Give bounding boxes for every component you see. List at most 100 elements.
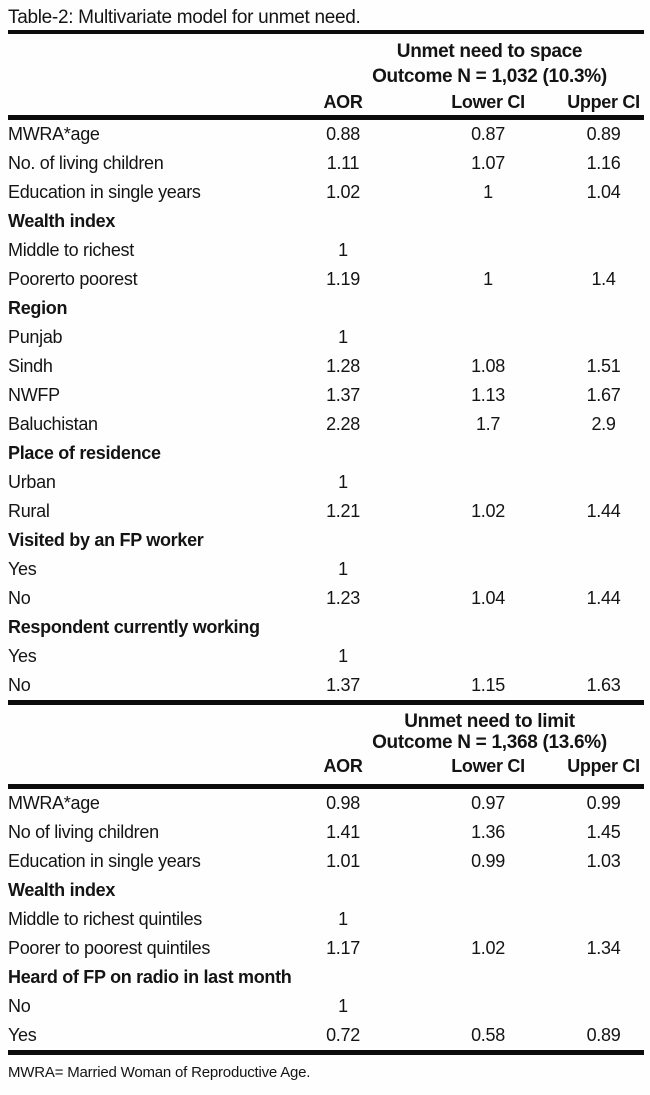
row-label: No — [8, 588, 31, 608]
header-rule — [8, 115, 644, 120]
table-row: Yes 1 — [8, 642, 644, 671]
row-label: Wealth index — [8, 211, 116, 231]
section-2-column-headers: AOR Lower CI Upper CI — [8, 753, 644, 784]
section-divider-rule — [8, 700, 644, 705]
section-2-body: MWRA*age 0.98 0.97 0.99 No of living childre… — [8, 789, 644, 1050]
section-unmet-need-to-space: Unmet need to space Outcome N = 1,032 (1… — [8, 34, 644, 700]
section-2-heading-block: Unmet need to limit — [8, 705, 644, 732]
lower-ci-value — [391, 526, 549, 555]
lower-ci-value — [391, 963, 549, 992]
row-label: No. of living children — [8, 153, 164, 173]
category-header-row: Respondent currently working — [8, 613, 644, 642]
aor-value: 2.28 — [326, 414, 360, 434]
upper-ci-value — [549, 555, 644, 584]
table-row: Baluchistan 2.28 1.7 2.9 — [8, 410, 644, 439]
table-row: Sindh 1.28 1.08 1.51 — [8, 352, 644, 381]
row-label: No — [8, 675, 31, 695]
upper-ci-value — [549, 963, 644, 992]
table-row: MWRA*age 0.88 0.87 0.89 — [8, 120, 644, 149]
aor-value: 0.72 — [326, 1025, 360, 1045]
table-row: Punjab 1 — [8, 323, 644, 352]
upper-ci-value — [549, 294, 644, 323]
lower-ci-value — [391, 992, 549, 1021]
spacer — [8, 711, 295, 732]
lower-ci-value: 0.58 — [471, 1025, 505, 1045]
footnote: MWRA= Married Woman of Reproductive Age. — [8, 1064, 311, 1081]
category-header-row: Place of residence — [8, 439, 644, 468]
lower-ci-value: 1.04 — [471, 588, 505, 608]
lower-ci-value: 0.87 — [471, 124, 505, 144]
table-row: Poorerto poorest 1.19 1 1.4 — [8, 265, 644, 294]
aor-value — [295, 294, 391, 323]
table-row: No 1.37 1.15 1.63 — [8, 671, 644, 700]
aor-value: 1.28 — [326, 356, 360, 376]
upper-ci-value — [549, 207, 644, 236]
lower-ci-value: 1.36 — [471, 822, 505, 842]
lower-ci-value — [391, 613, 549, 642]
section-2-heading: Unmet need to limit — [404, 711, 575, 732]
spacer — [8, 39, 295, 64]
table-row: Middle to richest 1 — [8, 236, 644, 265]
aor-value: 1 — [338, 472, 348, 492]
lower-ci-value — [391, 468, 549, 497]
section-1-body: MWRA*age 0.88 0.87 0.89 No. of living childr… — [8, 120, 644, 700]
upper-ci-value: 1.44 — [586, 588, 621, 608]
aor-value — [295, 439, 391, 468]
upper-ci-value — [549, 323, 644, 352]
table-row: Urban 1 — [8, 468, 644, 497]
column-header-upper-ci: Upper CI — [567, 92, 640, 112]
table-row: Yes 1 — [8, 555, 644, 584]
aor-value — [295, 613, 391, 642]
lower-ci-value — [391, 555, 549, 584]
column-header-lower-ci: Lower CI — [451, 92, 525, 112]
row-label: Yes — [8, 646, 37, 666]
row-label: Poorerto poorest — [8, 269, 138, 289]
category-header-row: Wealth index — [8, 207, 644, 236]
table-row: Education in single years 1.02 1 1.04 — [8, 178, 644, 207]
upper-ci-value — [549, 642, 644, 671]
upper-ci-value: 0.99 — [586, 793, 621, 813]
header-rule — [8, 784, 644, 789]
upper-ci-value: 1.04 — [586, 182, 621, 202]
section-1-subheading-block: Outcome N = 1,032 (10.3%) — [8, 64, 644, 89]
section-2-outcome-n: Outcome N = 1,368 (13.6%) — [372, 732, 607, 753]
table-row: Middle to richest quintiles 1 — [8, 905, 644, 934]
row-label: Respondent currently working — [8, 617, 260, 637]
lower-ci-value — [391, 905, 549, 934]
aor-value: 1.37 — [326, 385, 360, 405]
upper-ci-value — [549, 992, 644, 1021]
section-unmet-need-to-limit: Unmet need to limit Outcome N = 1,368 (1… — [8, 705, 644, 1050]
aor-value — [295, 876, 391, 905]
category-header-row: Heard of FP on radio in last month — [8, 963, 644, 992]
lower-ci-value — [391, 876, 549, 905]
aor-value: 1.01 — [326, 851, 360, 871]
category-header-row: Visited by an FP worker — [8, 526, 644, 555]
aor-value: 1.17 — [326, 938, 360, 958]
lower-ci-value: 1.02 — [471, 938, 505, 958]
aor-value — [295, 963, 391, 992]
upper-ci-value: 1.63 — [586, 675, 621, 695]
lower-ci-value: 1 — [483, 269, 493, 289]
table-title: Table-2: Multivariate model for unmet ne… — [8, 7, 361, 28]
section-1-column-headers: AOR Lower CI Upper CI — [8, 89, 644, 115]
table-row: No 1.23 1.04 1.44 — [8, 584, 644, 613]
lower-ci-value: 1.13 — [471, 385, 505, 405]
row-label: Sindh — [8, 356, 53, 376]
aor-value: 1.37 — [326, 675, 360, 695]
spacer — [8, 732, 295, 753]
lower-ci-value: 1 — [483, 182, 493, 202]
upper-ci-value: 2.9 — [591, 414, 616, 434]
row-label: Punjab — [8, 327, 63, 347]
upper-ci-value: 1.03 — [586, 851, 621, 871]
lower-ci-value: 0.99 — [471, 851, 505, 871]
lower-ci-value — [391, 236, 549, 265]
table-row: No of living children 1.41 1.36 1.45 — [8, 818, 644, 847]
table-row: Yes 0.72 0.58 0.89 — [8, 1021, 644, 1050]
upper-ci-value — [549, 236, 644, 265]
section-1-heading-block: Unmet need to space — [8, 34, 644, 64]
section-1-heading: Unmet need to space — [396, 41, 583, 62]
table-row: No 1 — [8, 992, 644, 1021]
aor-value: 1 — [338, 240, 348, 260]
spacer — [8, 89, 295, 115]
